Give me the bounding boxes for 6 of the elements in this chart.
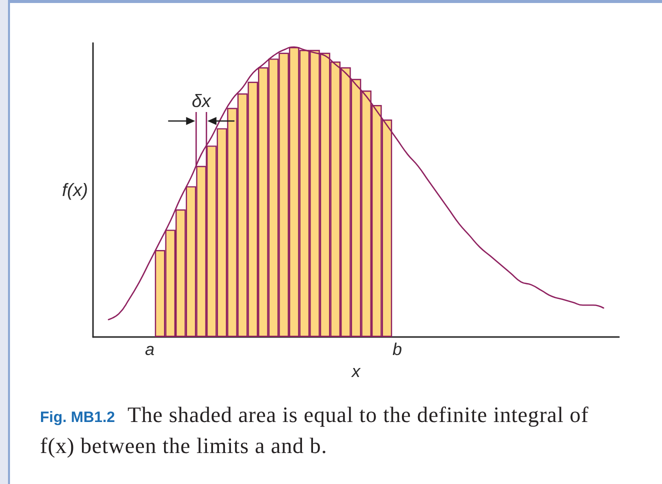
y-axis-title: f(x) <box>62 180 88 200</box>
x-tick-label: b <box>392 340 402 359</box>
x-axis-title: x <box>350 362 361 381</box>
annotation: δx <box>192 91 212 111</box>
text: Fig. MB1.2 The shaded area is equal to the definite integral of f(x) between the limits a and b. <box>40 401 590 460</box>
x-tick-label: a <box>144 340 154 359</box>
